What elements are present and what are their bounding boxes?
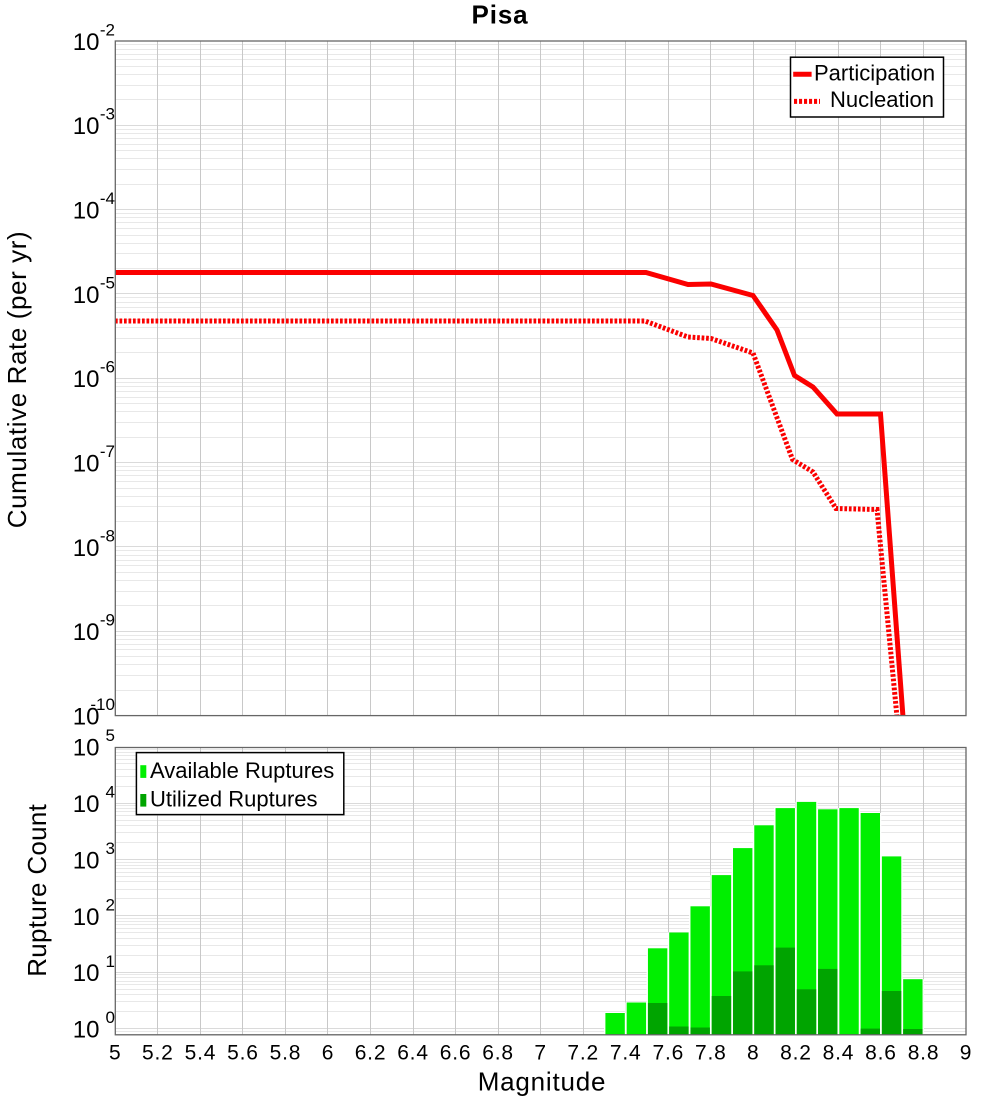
svg-text:Utilized Ruptures: Utilized Ruptures bbox=[150, 787, 318, 812]
svg-text:10: 10 bbox=[73, 847, 100, 874]
svg-text:10: 10 bbox=[73, 791, 100, 818]
svg-text:6.4: 6.4 bbox=[397, 1042, 429, 1065]
svg-text:6.6: 6.6 bbox=[440, 1042, 472, 1065]
svg-text:8.2: 8.2 bbox=[780, 1042, 812, 1065]
svg-text:-6: -6 bbox=[100, 358, 115, 377]
svg-text:5.8: 5.8 bbox=[270, 1042, 302, 1065]
svg-text:6: 6 bbox=[322, 1042, 334, 1065]
svg-text:10: 10 bbox=[73, 282, 100, 309]
svg-text:3: 3 bbox=[106, 839, 115, 858]
svg-text:-7: -7 bbox=[100, 442, 115, 461]
svg-text:8.8: 8.8 bbox=[908, 1042, 940, 1065]
svg-text:10: 10 bbox=[73, 113, 100, 140]
svg-text:9: 9 bbox=[960, 1042, 972, 1065]
svg-text:Cumulative Rate (per yr): Cumulative Rate (per yr) bbox=[2, 231, 32, 529]
svg-text:6.8: 6.8 bbox=[482, 1042, 514, 1065]
svg-text:6.2: 6.2 bbox=[355, 1042, 387, 1065]
svg-text:-8: -8 bbox=[100, 526, 115, 545]
svg-text:10: 10 bbox=[73, 704, 100, 731]
svg-text:10: 10 bbox=[73, 960, 100, 987]
svg-text:4: 4 bbox=[106, 783, 115, 802]
svg-text:-3: -3 bbox=[100, 105, 115, 124]
svg-text:-9: -9 bbox=[100, 611, 115, 630]
svg-text:10: 10 bbox=[73, 198, 100, 225]
svg-text:10: 10 bbox=[73, 619, 100, 646]
svg-text:Participation: Participation bbox=[814, 61, 935, 86]
svg-text:Available Ruptures: Available Ruptures bbox=[150, 758, 334, 783]
svg-text:5: 5 bbox=[109, 1042, 121, 1065]
svg-text:7: 7 bbox=[534, 1042, 546, 1065]
svg-text:10: 10 bbox=[73, 1017, 100, 1044]
svg-text:10: 10 bbox=[73, 29, 100, 56]
svg-text:10: 10 bbox=[73, 535, 100, 562]
svg-text:8.4: 8.4 bbox=[823, 1042, 855, 1065]
svg-text:10: 10 bbox=[73, 451, 100, 478]
svg-text:7.4: 7.4 bbox=[610, 1042, 642, 1065]
svg-text:Rupture Count: Rupture Count bbox=[22, 803, 52, 976]
svg-text:5.2: 5.2 bbox=[142, 1042, 174, 1065]
svg-text:10: 10 bbox=[73, 735, 100, 762]
svg-text:7.6: 7.6 bbox=[653, 1042, 685, 1065]
svg-text:7.8: 7.8 bbox=[695, 1042, 727, 1065]
svg-text:5: 5 bbox=[106, 726, 115, 745]
svg-text:-10: -10 bbox=[90, 695, 115, 714]
svg-text:5.6: 5.6 bbox=[227, 1042, 259, 1065]
svg-text:-2: -2 bbox=[100, 20, 115, 39]
svg-text:-4: -4 bbox=[100, 189, 115, 208]
svg-text:0: 0 bbox=[106, 1008, 115, 1027]
svg-text:7.2: 7.2 bbox=[567, 1042, 599, 1065]
svg-text:-5: -5 bbox=[100, 273, 115, 292]
svg-text:5.4: 5.4 bbox=[185, 1042, 217, 1065]
svg-text:10: 10 bbox=[73, 904, 100, 931]
svg-text:8.6: 8.6 bbox=[865, 1042, 897, 1065]
svg-text:Pisa: Pisa bbox=[471, 0, 528, 30]
svg-text:2: 2 bbox=[106, 895, 115, 914]
svg-text:Magnitude: Magnitude bbox=[478, 1067, 607, 1097]
svg-text:1: 1 bbox=[106, 952, 115, 971]
svg-text:8: 8 bbox=[747, 1042, 759, 1065]
svg-text:10: 10 bbox=[73, 366, 100, 393]
svg-text:Nucleation: Nucleation bbox=[830, 87, 934, 112]
